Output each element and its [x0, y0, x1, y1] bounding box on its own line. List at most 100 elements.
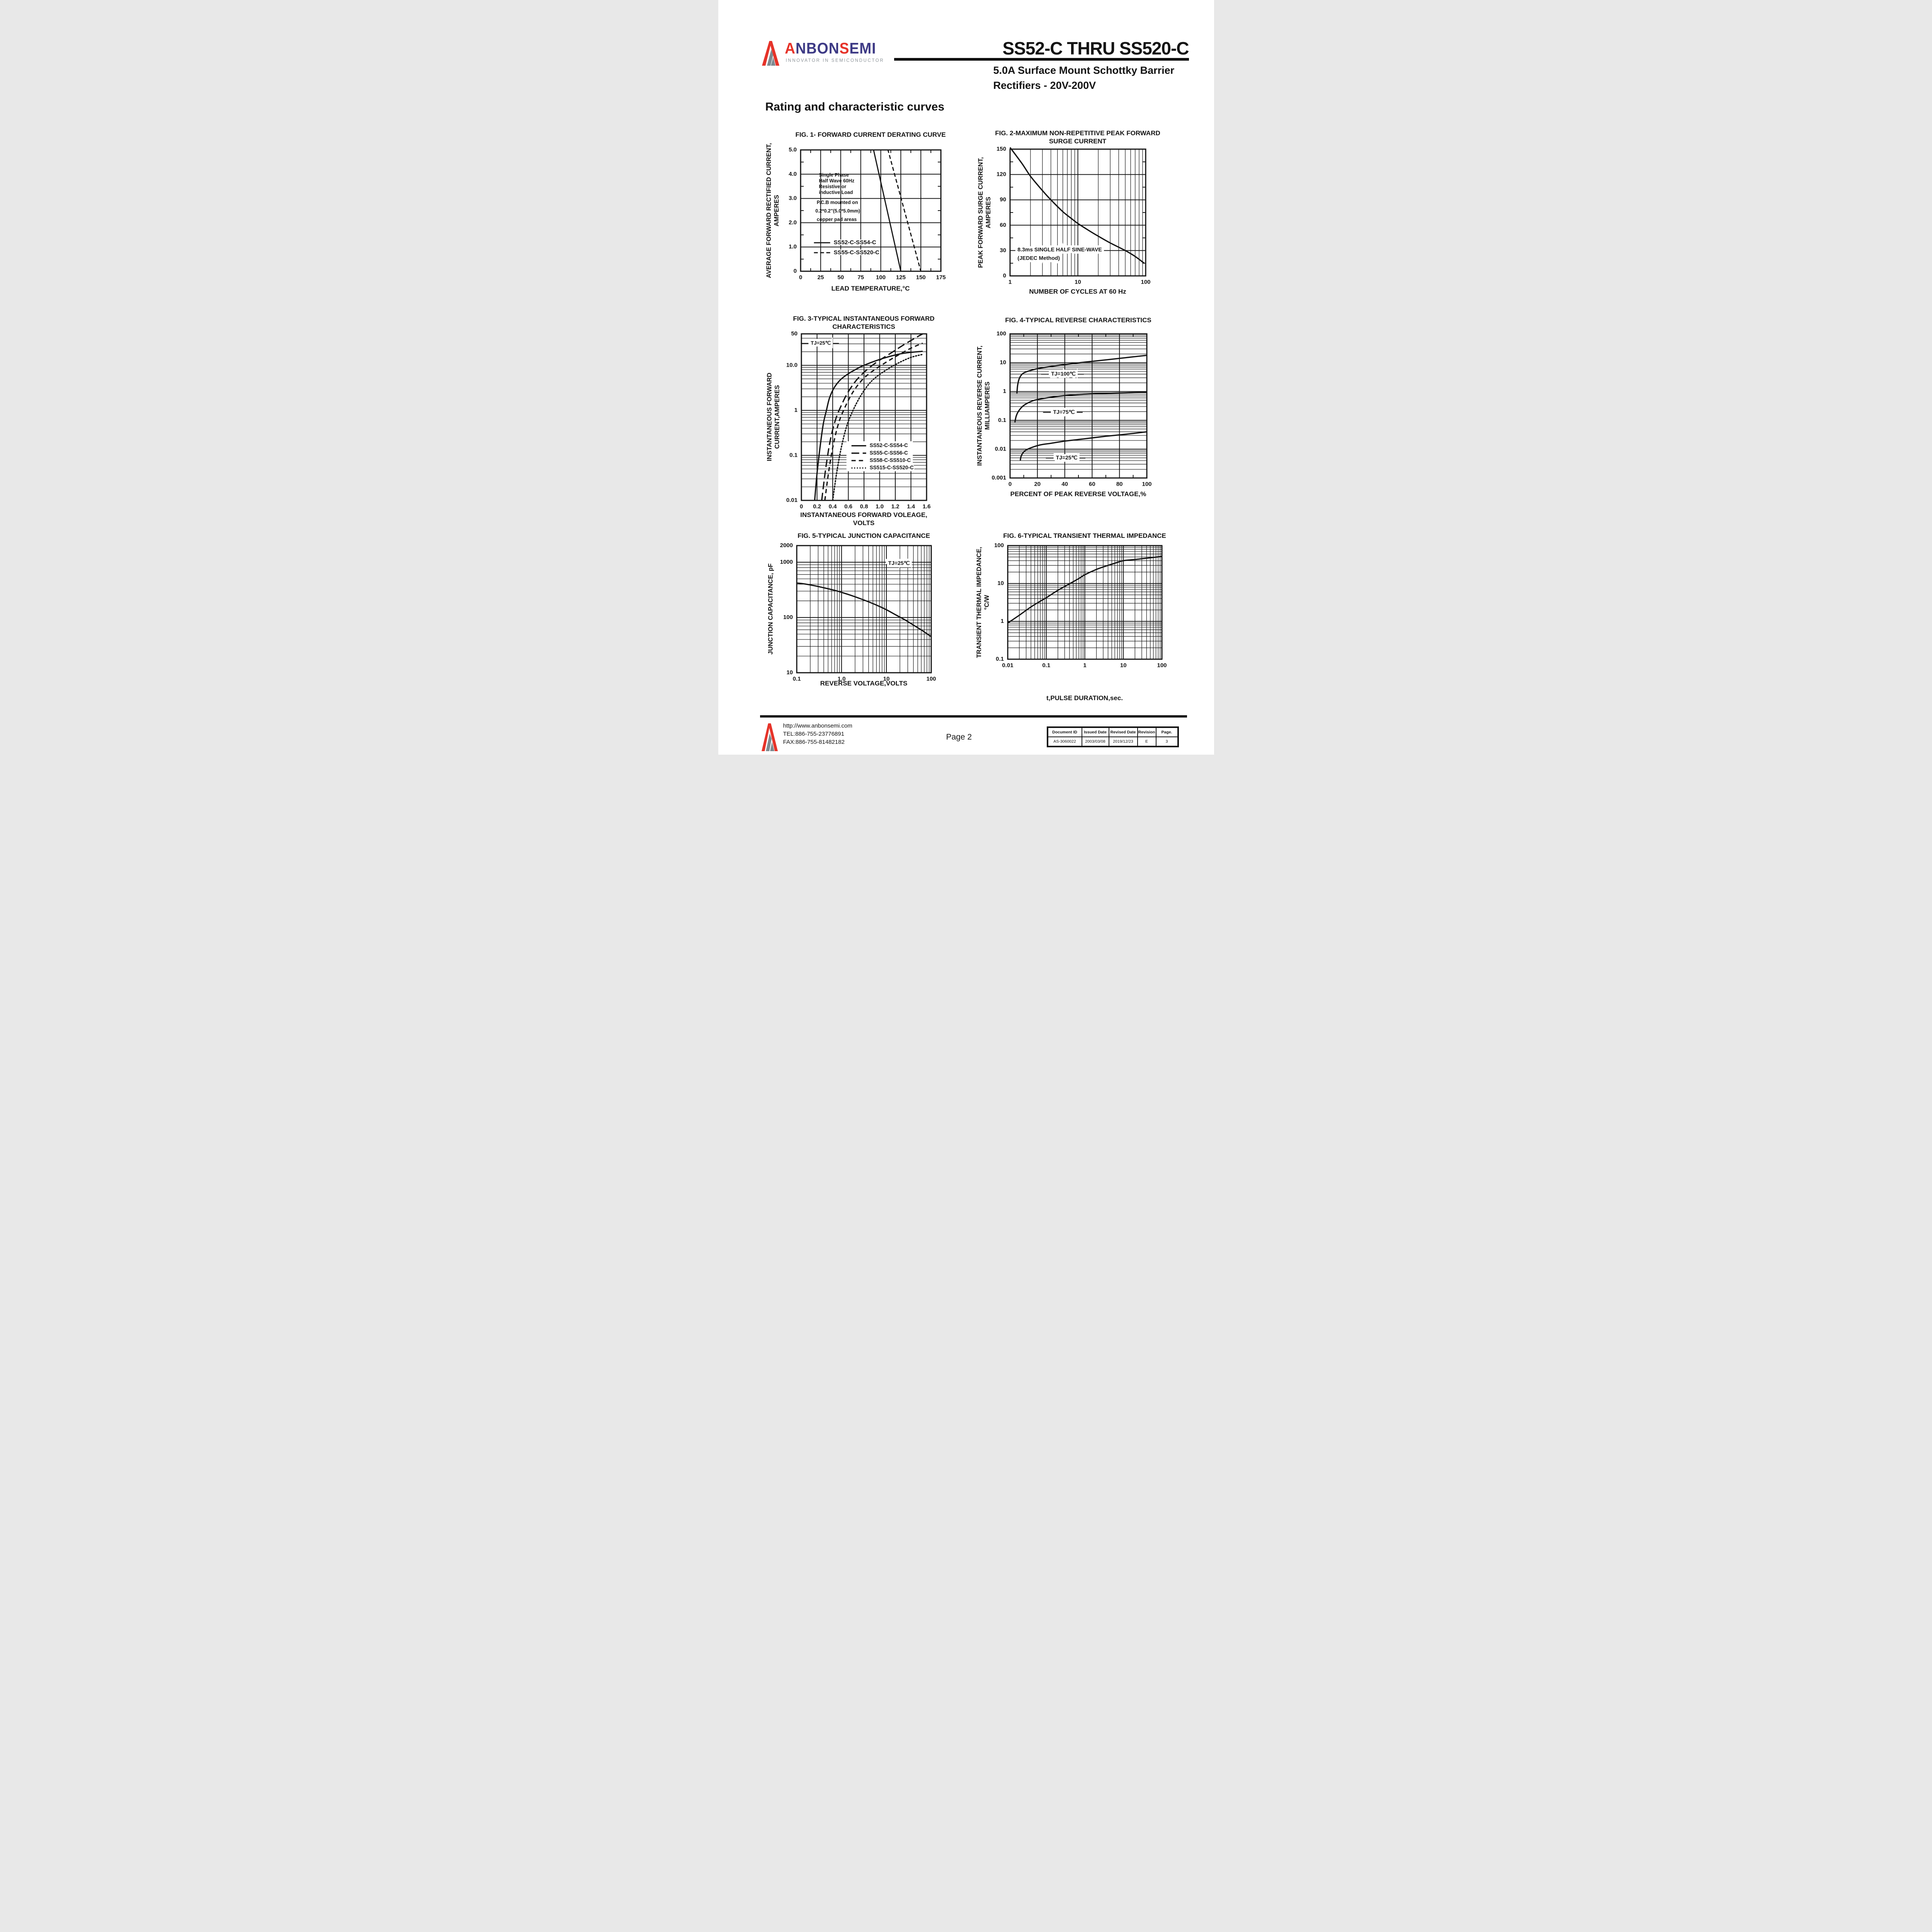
figure-4-y-axis-label: INSTANTANEOUS REVERSE CURRENT, MILLIAMPE… — [976, 345, 991, 466]
x-tick-label: 0.2 — [813, 503, 821, 510]
x-tick-label: 1.2 — [891, 503, 899, 510]
logo-tagline: INNOVATOR IN SEMICONDUCTOR — [786, 58, 884, 63]
table-header-revised-date: Revised Date — [1109, 728, 1138, 737]
y-tick-label: 120 — [996, 171, 1006, 178]
x-tick-label: 1.0 — [876, 503, 884, 510]
figure-3-x-axis-label: INSTANTANEOUS FORWARD VOLEAGE, VOLTS — [800, 511, 927, 527]
y-tick-label: 100 — [994, 542, 1003, 549]
x-tick-label: 50 — [837, 274, 844, 281]
y-tick-label: 10 — [786, 669, 793, 676]
plot-border — [796, 545, 932, 673]
table-header-revision: Revision — [1137, 728, 1156, 737]
logo-letter: S — [839, 40, 849, 58]
figure-1-y-axis-label: AVERAGE FORWARD RECTIFIED CURRENT, AMPER… — [765, 143, 780, 278]
series-ss52-c-ss54-c — [800, 149, 901, 272]
footer-logo-inner-triangle-2 — [770, 742, 774, 751]
table-header-issued-date: Issued Date — [1082, 728, 1109, 737]
series-transient-thermal-impedance — [1007, 556, 1162, 624]
figure-3: FIG. 3-TYPICAL INSTANTANEOUS FORWARD CHA… — [763, 311, 960, 537]
x-tick-label: 25 — [817, 274, 824, 281]
y-tick-label: 1 — [794, 407, 797, 413]
subtitle-line-2: Rectifiers - 20V-200V — [993, 80, 1096, 91]
figure-4-title: FIG. 4-TYPICAL REVERSE CHARACTERISTICS — [1005, 316, 1151, 324]
table-value-document-id: AS-3060022 — [1048, 737, 1082, 746]
x-tick-label: 1.0 — [837, 675, 845, 682]
series-ss515-c-ss520-c — [832, 354, 923, 501]
plot-border — [801, 333, 927, 501]
y-tick-label: 4.0 — [789, 171, 797, 177]
annotation-text: TJ=100℃ — [1051, 371, 1076, 377]
datasheet-page: ANBONSEMI INNOVATOR IN SEMICONDUCTOR SS5… — [718, 0, 1214, 755]
footer-divider — [760, 715, 1187, 718]
series-ss55-c-ss520-c — [800, 149, 921, 272]
x-tick-label: 1 — [1083, 662, 1086, 668]
footer-url: http://www.anbonsemi.com — [783, 723, 852, 729]
figure-5-title: FIG. 5-TYPICAL JUNCTION CAPACITANCE — [798, 532, 930, 539]
y-tick-label: 0.001 — [992, 474, 1006, 481]
annotation-text: Resistive or — [819, 184, 846, 189]
logo-inner-triangle — [767, 49, 773, 66]
figure-5: FIG. 5-TYPICAL JUNCTION CAPACITANCE JUNC… — [761, 529, 958, 695]
series-ss55-c-ss56-c — [821, 333, 923, 501]
y-tick-label: 0.01 — [786, 497, 797, 503]
x-tick-label: 80 — [1116, 481, 1122, 487]
x-tick-label: 1.6 — [922, 503, 930, 510]
page-number: Page 2 — [946, 733, 972, 742]
logo-letter: A — [784, 40, 796, 58]
y-tick-label: 5.0 — [789, 146, 797, 153]
x-tick-label: 100 — [876, 274, 885, 281]
figure-6-title: FIG. 6-TYPICAL TRANSIENT THERMAL IMPEDAN… — [1003, 532, 1166, 539]
y-tick-label: 0.1 — [789, 452, 798, 458]
footer-tel: TEL:886-755-23776891 — [783, 731, 844, 737]
y-tick-label: 0.01 — [995, 446, 1006, 452]
legend-label: SS515-C-SS520-C — [869, 465, 913, 471]
annotation-text: TJ=25℃ — [811, 340, 831, 346]
legend-label: SS55-C-SS520-C — [833, 249, 879, 256]
x-tick-label: 10 — [1075, 279, 1081, 285]
y-tick-label: 10 — [997, 580, 1004, 587]
footer-fax: FAX:886-755-81482182 — [783, 739, 845, 745]
figure-4: FIG. 4-TYPICAL REVERSE CHARACTERISTICS I… — [968, 311, 1167, 516]
logo-outer-triangle — [762, 41, 779, 66]
x-tick-label: 0 — [799, 503, 803, 510]
y-tick-label: 2000 — [780, 542, 793, 549]
figure-3-y-axis-label: INSTANTANEOUS FORWARD CURRENT,AMPERES — [766, 372, 781, 461]
x-tick-label: 100 — [1157, 662, 1167, 668]
series-tj-75c — [1014, 391, 1147, 423]
y-tick-label: 30 — [1000, 247, 1006, 253]
figure-1: FIG. 1- FORWARD CURRENT DERATING CURVE A… — [763, 127, 958, 303]
figure-3-plot: TJ=25℃ SS52-C-SS54-C SS55-C-SS56-CSS58-C-S… — [786, 330, 930, 510]
footer-logo-icon — [761, 723, 778, 751]
annotation-text: (JEDEC Method) — [1017, 255, 1060, 261]
y-tick-label: 0.1 — [996, 656, 1004, 662]
x-tick-label: 75 — [857, 274, 864, 281]
section-heading: Rating and characteristic curves — [765, 100, 945, 113]
x-tick-label: 100 — [926, 675, 936, 682]
y-tick-label: 150 — [996, 146, 1006, 152]
annotation-text: copper pad areas — [816, 217, 857, 222]
y-tick-label: 50 — [791, 330, 798, 337]
y-tick-label: 1000 — [780, 559, 793, 565]
y-tick-label: 1 — [1003, 388, 1006, 395]
figure-5-y-axis-label: JUNCTION CAPACITANCE, pF — [767, 563, 774, 655]
figure-2-x-axis-label: NUMBER OF CYCLES AT 60 Hz — [1029, 288, 1126, 295]
x-tick-label: 60 — [1089, 481, 1095, 487]
y-tick-label: 3.0 — [789, 195, 797, 202]
x-tick-label: 0 — [799, 274, 802, 281]
annotation-text: 0.2*0.2"(5.0*5.0mm) — [815, 208, 860, 214]
plot-border — [1007, 545, 1162, 660]
series-surge-current — [1009, 147, 1145, 264]
footer-logo-outer-triangle — [761, 723, 778, 751]
series-junction-capacitance — [796, 582, 932, 637]
table-value-page: 3 — [1156, 737, 1178, 746]
y-tick-label: 2.0 — [789, 219, 797, 226]
y-tick-label: 1 — [1000, 618, 1003, 624]
x-tick-label: 100 — [1141, 279, 1150, 285]
subtitle-line-1: 5.0A Surface Mount Schottky Barrier — [993, 65, 1175, 76]
series-ss58-c-ss510-c — [824, 342, 923, 501]
y-tick-label: 10 — [1000, 359, 1006, 366]
y-tick-label: 1.0 — [789, 243, 797, 250]
figure-6: FIG. 6-TYPICAL TRANSIENT THERMAL IMPEDAN… — [968, 529, 1167, 704]
